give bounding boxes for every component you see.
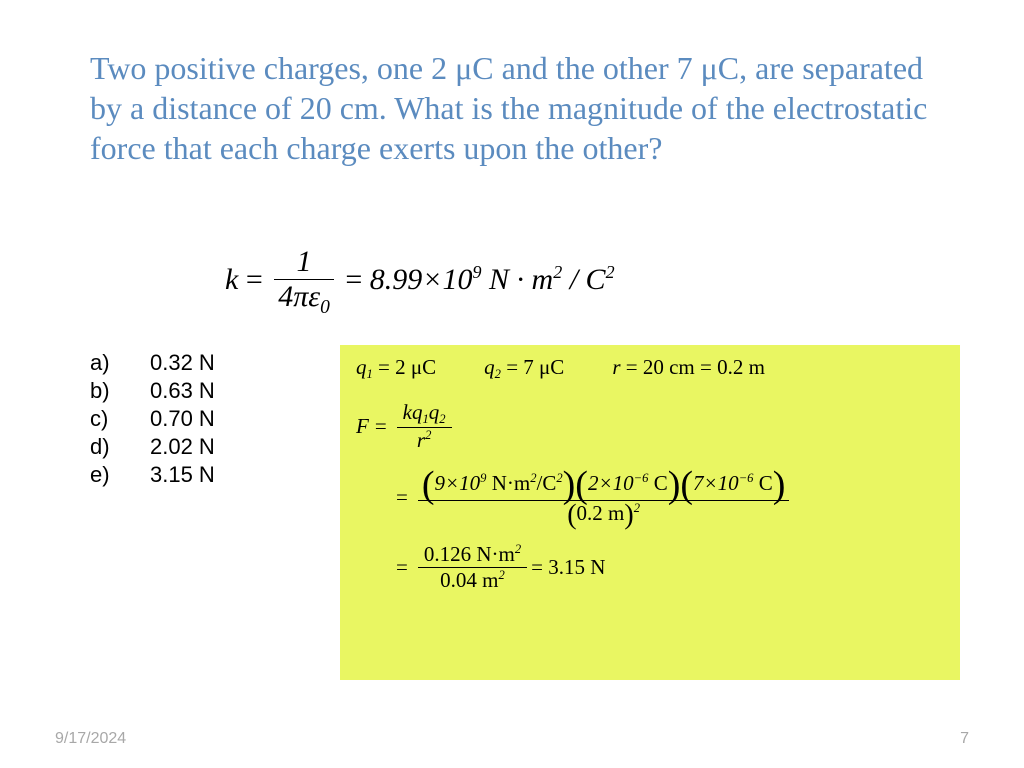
k-value: 8.99×10: [370, 263, 473, 296]
k-num: 1: [274, 245, 334, 280]
force-substitution: = (9×109 N·m2/C2)(2×10−6 C)(7×10−6 C) (0…: [396, 469, 944, 526]
k-exp: 9: [473, 262, 482, 282]
k-den: 4πε0: [274, 280, 334, 319]
footer-page-number: 7: [960, 730, 969, 748]
answer-options: a)0.32 N b)0.63 N c)0.70 N d)2.02 N e)3.…: [90, 350, 215, 490]
force-result: = 0.126 N·m2 0.04 m2 = 3.15 N: [396, 542, 944, 593]
option-e: e)3.15 N: [90, 462, 215, 488]
footer-date: 9/17/2024: [55, 730, 126, 748]
k-units: N · m2 / C2: [489, 263, 615, 296]
k-lhs: k: [225, 263, 238, 296]
option-c: c)0.70 N: [90, 406, 215, 432]
given-values: q1 = 2 μC q2 = 7 μC r = 20 cm = 0.2 m: [356, 355, 944, 382]
question-text: Two positive charges, one 2 μC and the o…: [90, 48, 960, 168]
solution-box: q1 = 2 μC q2 = 7 μC r = 20 cm = 0.2 m F …: [340, 345, 960, 680]
option-b: b)0.63 N: [90, 378, 215, 404]
option-d: d)2.02 N: [90, 434, 215, 460]
force-formula: F = kq1q2 r2: [356, 400, 944, 453]
option-a: a)0.32 N: [90, 350, 215, 376]
coulomb-constant-formula: k = 1 4πε0 = 8.99×109 N · m2 / C2: [225, 245, 615, 319]
